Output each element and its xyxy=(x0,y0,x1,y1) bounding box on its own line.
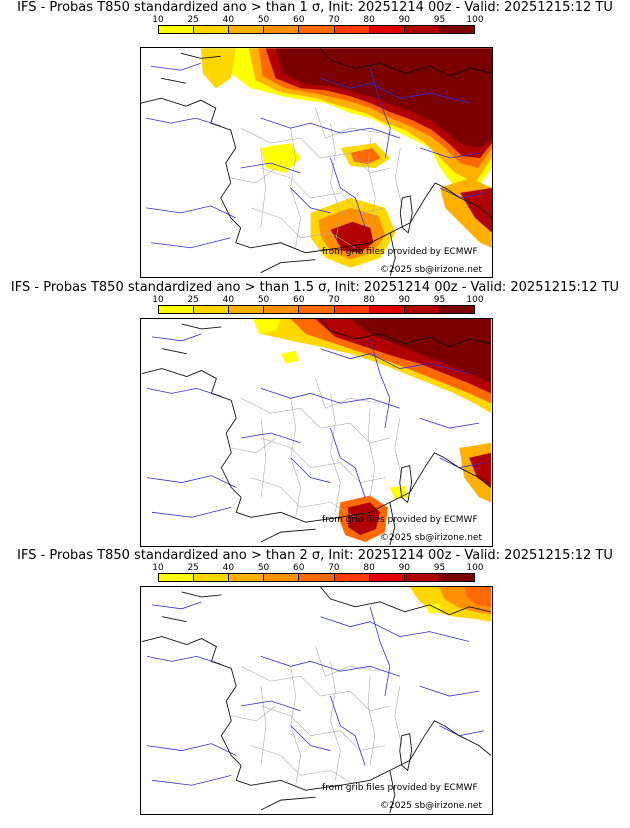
colorbar-tick: 60 xyxy=(293,295,305,305)
colorbar-labels: 10 25 40 50 60 70 80 90 95 100 xyxy=(152,295,483,306)
colorbar-segment xyxy=(404,26,440,33)
colorbar xyxy=(158,305,475,314)
source-credit: from grib files provided by ECMWF xyxy=(322,783,478,793)
colorbar-tick: 40 xyxy=(222,15,235,25)
colorbar-segment xyxy=(439,306,474,313)
colorbar-tick: 100 xyxy=(466,563,484,573)
colorbar-segment xyxy=(194,306,230,313)
colorbar-tick: 90 xyxy=(398,563,411,573)
copyright-credit: ©2025 sb@irizone.net xyxy=(380,801,482,811)
colorbar-segment xyxy=(369,26,405,33)
colorbar-segment xyxy=(334,306,370,313)
colorbar-tick: 10 xyxy=(152,295,164,305)
colorbar-segment xyxy=(264,306,300,313)
colorbar-segment xyxy=(334,26,370,33)
probability-map-3 xyxy=(140,586,493,815)
colorbar-tick: 80 xyxy=(363,295,375,305)
colorbar-tick: 40 xyxy=(222,563,235,573)
colorbar-tick: 50 xyxy=(257,563,270,573)
probability-shading xyxy=(409,587,491,622)
colorbar-segment xyxy=(299,26,335,33)
colorbar-segment xyxy=(299,306,335,313)
colorbar-tick: 25 xyxy=(187,563,199,573)
panel-title: IFS - Probas T850 standardized ano > tha… xyxy=(17,0,613,15)
colorbar-tick: 95 xyxy=(433,15,446,25)
colorbar-tick: 90 xyxy=(398,15,411,25)
probability-shading xyxy=(253,319,491,543)
colorbar-tick: 95 xyxy=(433,563,446,573)
copyright-credit: ©2025 sb@irizone.net xyxy=(380,265,482,275)
panel-title: IFS - Probas T850 standardized ano > tha… xyxy=(10,280,620,295)
colorbar-tick: 80 xyxy=(363,15,375,25)
map-svg xyxy=(141,48,492,277)
colorbar xyxy=(158,573,475,582)
colorbar-segment xyxy=(369,306,405,313)
colorbar-segment xyxy=(439,26,474,33)
colorbar-segment xyxy=(369,574,405,581)
colorbar-segment xyxy=(264,26,300,33)
colorbar-tick: 25 xyxy=(187,15,199,25)
source-credit: from grib files provided by ECMWF xyxy=(322,515,478,525)
panel-title: IFS - Probas T850 standardized ano > tha… xyxy=(17,548,613,563)
colorbar-segment xyxy=(159,26,195,33)
copyright-credit: ©2025 sb@irizone.net xyxy=(380,533,482,543)
colorbar-tick: 70 xyxy=(328,15,340,25)
colorbar-segment xyxy=(229,306,265,313)
colorbar-segment xyxy=(264,574,300,581)
colorbar-tick: 70 xyxy=(328,563,340,573)
colorbar-tick: 50 xyxy=(257,295,270,305)
probability-shading xyxy=(200,48,492,268)
colorbar-segment xyxy=(404,574,440,581)
colorbar-labels: 10 25 40 50 60 70 80 90 95 100 xyxy=(152,563,483,574)
colorbar-labels: 10 25 40 50 60 70 80 90 95 100 xyxy=(152,15,483,26)
panel-3: IFS - Probas T850 standardized ano > tha… xyxy=(0,548,630,816)
colorbar-segment xyxy=(159,574,195,581)
colorbar-segment xyxy=(439,574,474,581)
colorbar-tick: 100 xyxy=(466,295,484,305)
map-svg xyxy=(141,587,492,814)
colorbar-tick: 50 xyxy=(257,15,270,25)
colorbar-segment xyxy=(229,574,265,581)
colorbar-tick: 90 xyxy=(398,295,411,305)
panel-2: IFS - Probas T850 standardized ano > tha… xyxy=(0,280,630,548)
colorbar-segment xyxy=(404,306,440,313)
panel-1: IFS - Probas T850 standardized ano > tha… xyxy=(0,0,630,278)
probability-map-2 xyxy=(140,318,493,547)
colorbar-tick: 70 xyxy=(328,295,340,305)
colorbar-tick: 100 xyxy=(466,15,484,25)
colorbar-tick: 10 xyxy=(152,563,164,573)
source-credit: from grib files provided by ECMWF xyxy=(322,247,478,257)
colorbar-tick: 80 xyxy=(363,563,375,573)
map-svg xyxy=(141,319,492,546)
colorbar-tick: 25 xyxy=(187,295,199,305)
colorbar xyxy=(158,25,475,34)
colorbar-segment xyxy=(299,574,335,581)
colorbar-segment xyxy=(229,26,265,33)
probability-map-1 xyxy=(140,47,493,278)
colorbar-tick: 95 xyxy=(433,295,446,305)
colorbar-segment xyxy=(194,574,230,581)
colorbar-tick: 40 xyxy=(222,295,235,305)
colorbar-segment xyxy=(334,574,370,581)
colorbar-segment xyxy=(159,306,195,313)
colorbar-segment xyxy=(194,26,230,33)
colorbar-tick: 60 xyxy=(293,15,305,25)
colorbar-tick: 60 xyxy=(293,563,305,573)
colorbar-tick: 10 xyxy=(152,15,164,25)
